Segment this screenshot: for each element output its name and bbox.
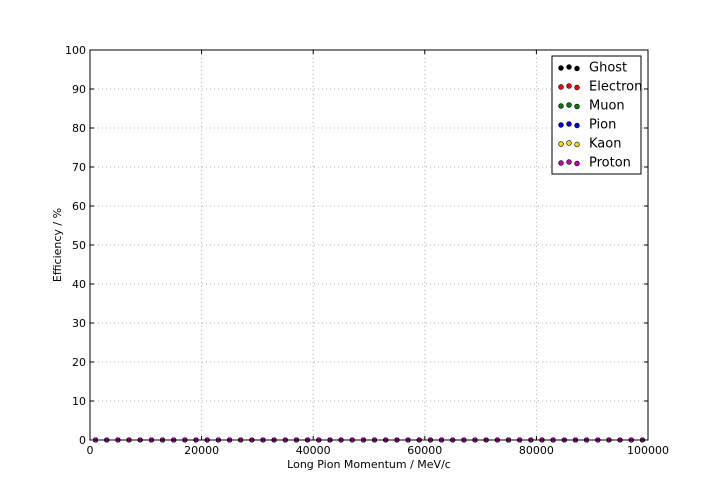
legend-marker [566,140,572,146]
legend-marker [558,122,564,128]
legend-marker [566,159,572,165]
y-tick-label: 90 [72,83,86,96]
legend-item-pion: Pion [558,118,616,133]
legend-label: Kaon [589,137,621,152]
legend-item-ghost: Ghost [558,61,627,76]
legend-marker [566,83,572,89]
legend-item-electron: Electron [558,80,642,95]
legend-marker [558,84,564,90]
legend-marker [574,160,580,167]
legend: Ghost Electron Muon Pion Kaon Proton [551,55,642,175]
x-tick-label: 80000 [519,444,554,457]
x-axis-label: Long Pion Momentum / MeV/c [287,458,451,471]
legend-marker [558,141,564,147]
legend-marker [574,141,580,148]
legend-marker [558,160,564,166]
y-axis-label: Efficiency / % [51,208,64,282]
legend-marker [574,65,580,72]
legend-label: Pion [589,118,616,133]
y-tick-label: 50 [72,239,86,252]
x-tick-label: 40000 [296,444,331,457]
legend-marker [558,65,564,71]
legend-label: Muon [589,99,625,114]
x-tick-label: 20000 [184,444,219,457]
legend-marker [566,102,572,108]
x-tick-label: 100000 [627,444,669,457]
legend-marker [566,64,572,70]
y-tick-label: 40 [72,278,86,291]
y-tick-label: 0 [79,434,86,447]
y-tick-label: 80 [72,122,86,135]
y-tick-label: 30 [72,317,86,330]
y-tick-label: 10 [72,395,86,408]
ticks: 0 20000 40000 60000 80000 100000 0 10 20 30 40 50 60… [65,44,669,457]
legend-item-kaon: Kaon [558,137,621,152]
y-tick-label: 70 [72,161,86,174]
x-tick-label: 0 [87,444,94,457]
y-tick-label: 100 [65,44,86,57]
legend-label: Electron [589,80,642,95]
legend-item-proton: Proton [558,156,631,171]
legend-marker [566,121,572,127]
legend-box [551,55,642,175]
legend-marker [574,84,580,91]
legend-label: Proton [589,156,631,171]
legend-marker [574,103,580,110]
y-tick-label: 60 [72,200,86,213]
legend-marker [574,122,580,129]
y-tick-label: 20 [72,356,86,369]
legend-item-muon: Muon [558,99,625,114]
x-tick-label: 60000 [407,444,442,457]
legend-label: Ghost [589,61,627,76]
legend-marker [558,103,564,109]
